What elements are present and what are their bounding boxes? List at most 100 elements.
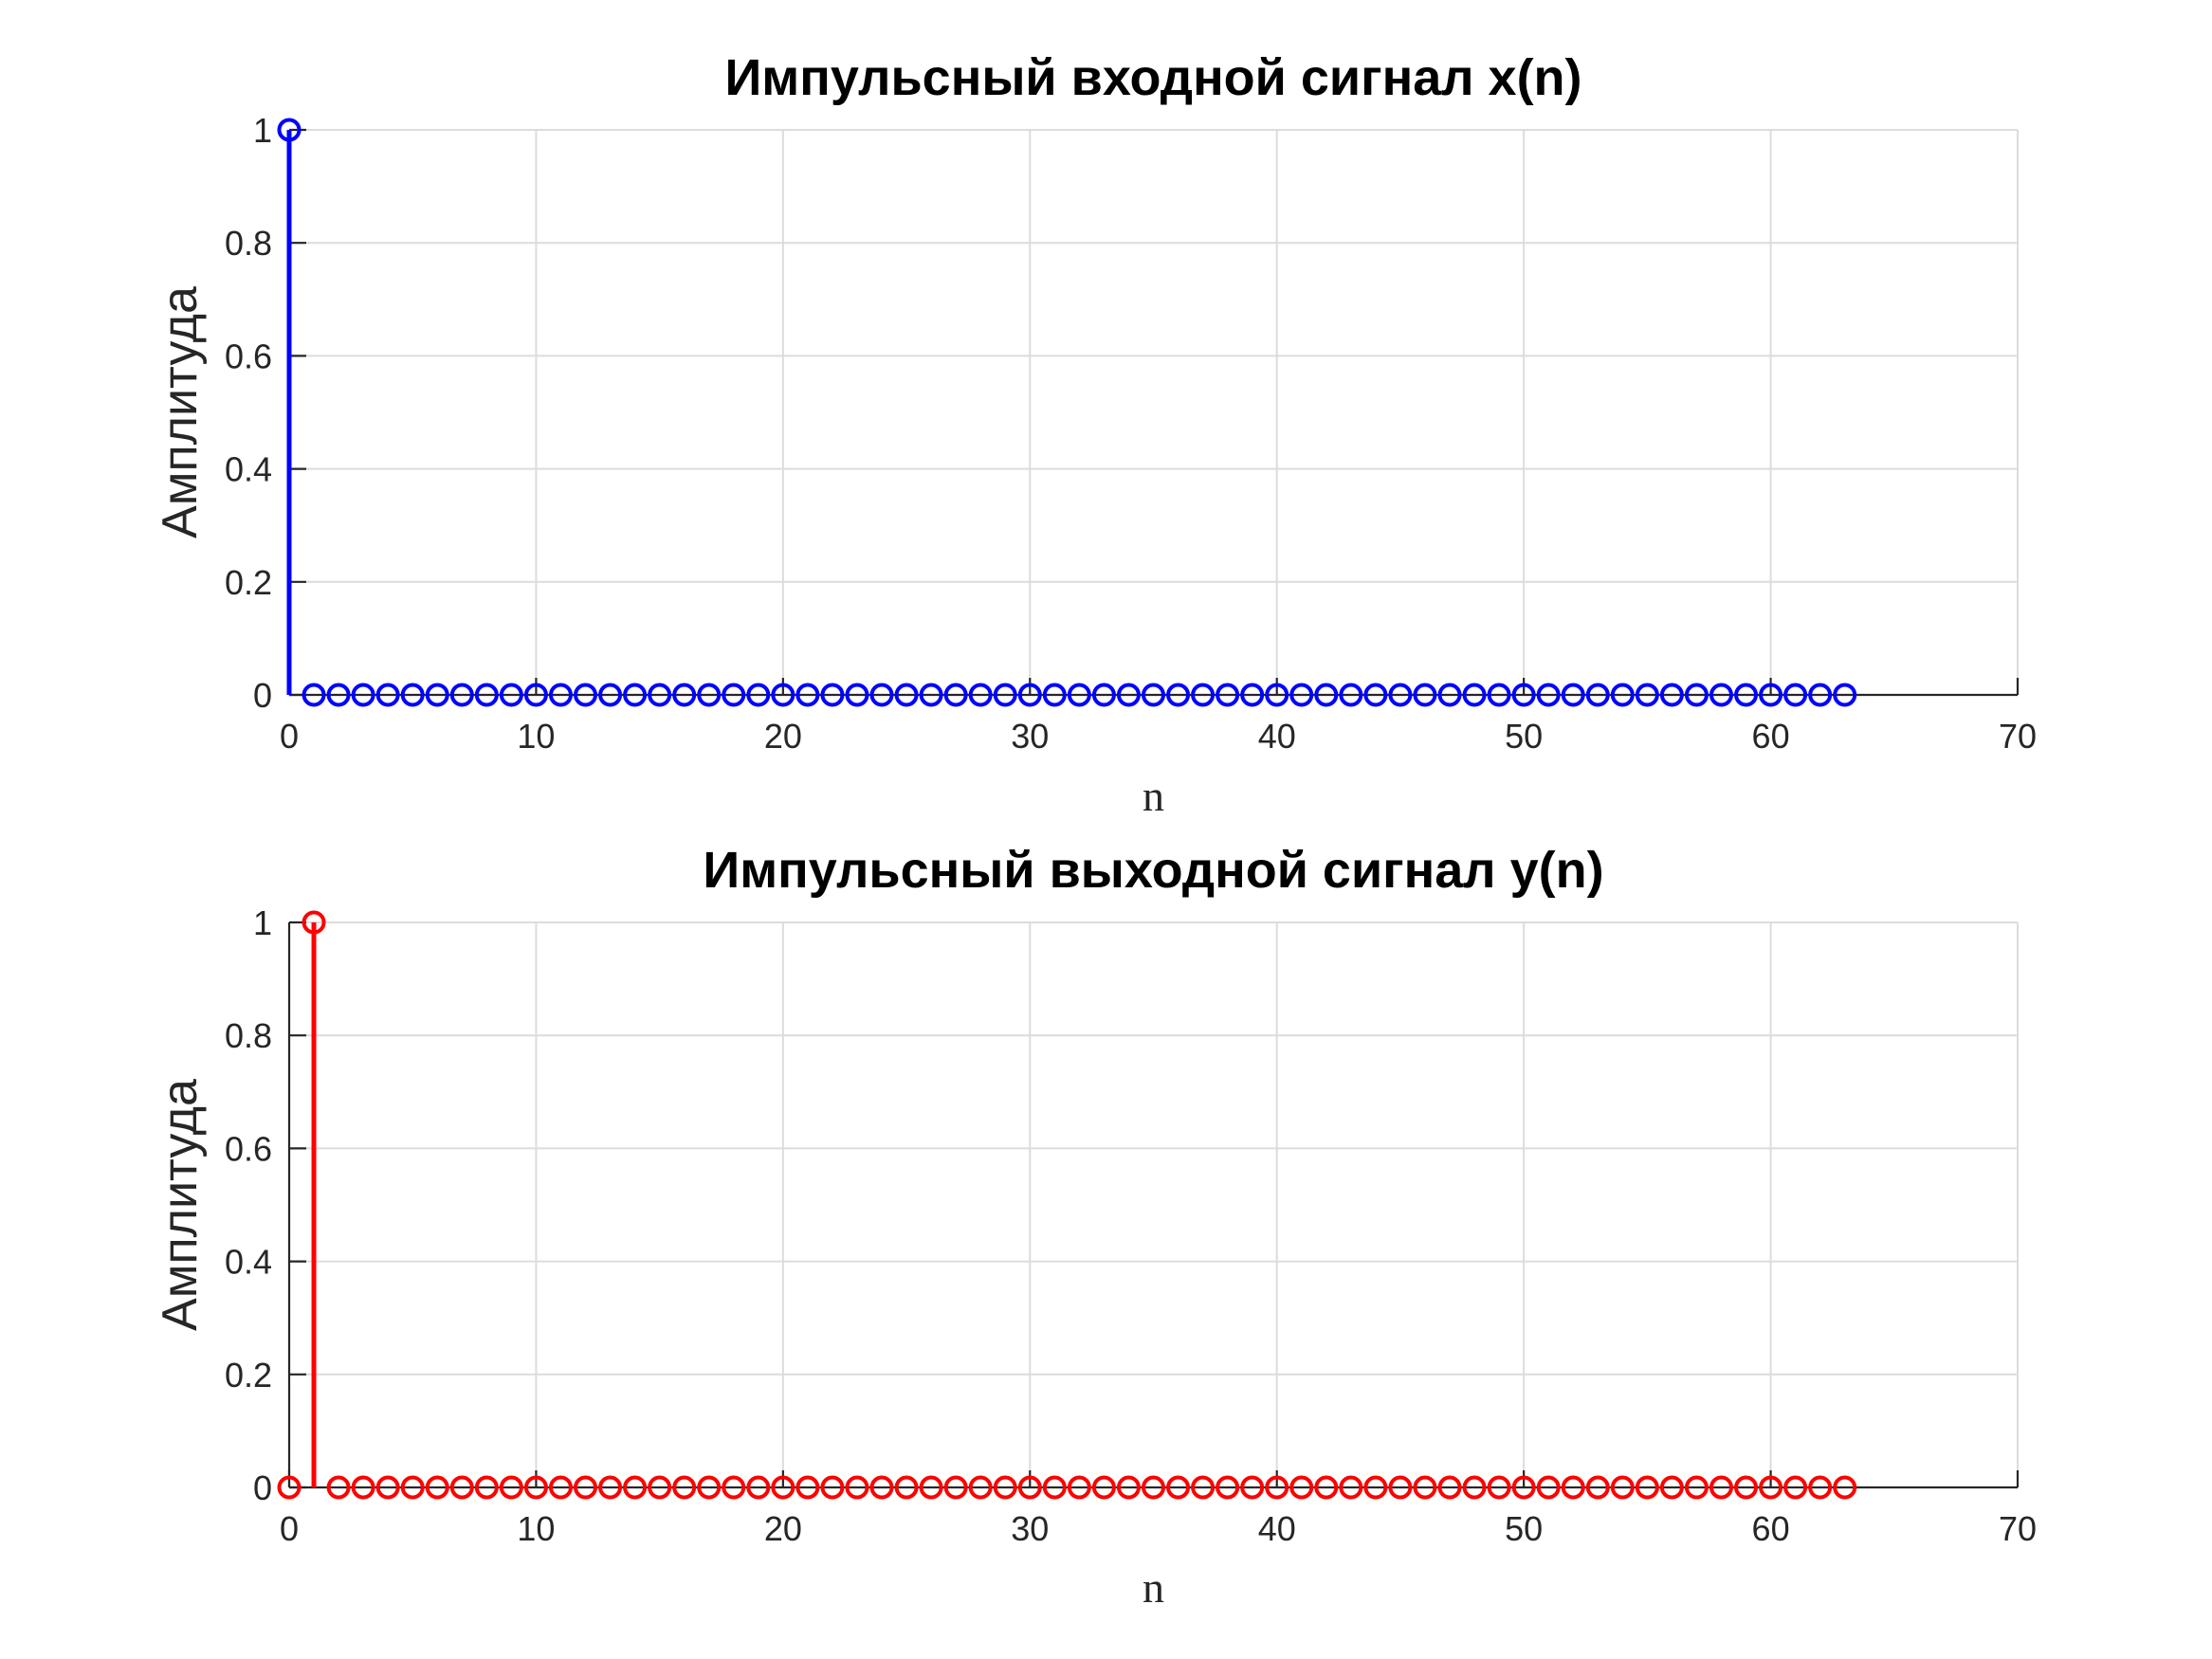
stem-marker — [1783, 1475, 1808, 1500]
y-tick-label: 0.4 — [225, 1243, 272, 1282]
stem-marker — [869, 1475, 894, 1500]
x-tick-label: 70 — [1999, 1509, 2037, 1548]
stem-marker — [499, 1475, 523, 1500]
x-tick-label: 10 — [517, 717, 555, 756]
stem-marker — [1042, 1475, 1067, 1500]
stem-marker — [499, 683, 523, 707]
stem-marker — [1314, 683, 1339, 707]
stem-marker — [598, 683, 623, 707]
x-tick-label: 40 — [1258, 717, 1296, 756]
stem-marker — [1265, 1475, 1289, 1500]
stem-marker — [1610, 683, 1635, 707]
y-tick-label: 0 — [253, 676, 272, 715]
stem-marker — [1759, 683, 1783, 707]
stem-marker — [1561, 683, 1585, 707]
x-tick-label: 60 — [1752, 1509, 1790, 1548]
stem-marker — [1734, 1475, 1759, 1500]
stem-marker — [943, 1475, 968, 1500]
stem-marker — [1808, 1475, 1833, 1500]
stem-marker — [697, 1475, 722, 1500]
stem-marker — [574, 1475, 598, 1500]
x-tick-label: 20 — [764, 1509, 802, 1548]
stem-marker — [326, 683, 351, 707]
stem-marker — [1536, 683, 1561, 707]
stem-marker — [1437, 683, 1462, 707]
y-axis-label: Амплитуда — [153, 1079, 208, 1331]
stem-marker — [1413, 1475, 1437, 1500]
stem-marker — [1659, 1475, 1684, 1500]
stem-marker — [326, 1475, 351, 1500]
stem-marker — [1091, 1475, 1116, 1500]
stem-marker — [771, 1475, 795, 1500]
stem-marker — [1166, 1475, 1191, 1500]
stem-marker — [277, 1475, 302, 1500]
stem-marker — [1142, 1475, 1165, 1500]
stem-marker — [968, 1475, 993, 1500]
y-tick-label: 0.6 — [225, 1129, 272, 1168]
stem-marker — [623, 683, 648, 707]
stem-marker — [1240, 683, 1265, 707]
stem-marker — [1413, 683, 1437, 707]
stem-marker — [869, 683, 894, 707]
stem-marker — [277, 118, 302, 142]
stem-marker — [795, 1475, 820, 1500]
stem-marker — [1339, 683, 1363, 707]
stem-marker — [1388, 1475, 1413, 1500]
stem-marker — [1142, 683, 1165, 707]
stem-marker — [523, 683, 548, 707]
stem-marker — [1067, 1475, 1091, 1500]
stem-marker — [1585, 683, 1610, 707]
stem-marker — [449, 683, 474, 707]
stem-marker — [746, 1475, 771, 1500]
stem-marker — [598, 1475, 623, 1500]
stem-marker — [1265, 683, 1289, 707]
stem-marker — [474, 683, 499, 707]
x-tick-label: 0 — [280, 717, 299, 756]
stem-marker — [1363, 1475, 1388, 1500]
subplot-1: 0 10 20 30 40 50 60 70 0 0.2 0.4 0.6 0.8 1 Импульсный … — [153, 49, 2037, 820]
stem-marker — [375, 683, 400, 707]
stem-marker — [894, 683, 919, 707]
x-tick-label: 50 — [1505, 717, 1543, 756]
stem-marker — [1289, 683, 1314, 707]
stem-marker — [648, 683, 672, 707]
y-axis-label: Амплитуда — [153, 286, 208, 538]
stem-marker — [1536, 1475, 1561, 1500]
stem-marker — [302, 910, 326, 935]
stem-marker — [351, 1475, 375, 1500]
y-tick-label: 0.6 — [225, 337, 272, 375]
stem-marker — [771, 683, 795, 707]
stem-marker — [1734, 683, 1759, 707]
stem-marker — [1709, 683, 1733, 707]
stem-marker — [1116, 1475, 1141, 1500]
x-tick-label: 0 — [280, 1509, 299, 1548]
subplot-2: 0 10 20 30 40 50 60 70 0 0.2 0.4 0.6 0.8 1 Импульсный … — [153, 842, 2037, 1612]
stem-marker — [1314, 1475, 1339, 1500]
stem-marker — [548, 1475, 573, 1500]
stem-marker — [1684, 1475, 1709, 1500]
stem-marker — [697, 683, 722, 707]
y-tick-label: 0.4 — [225, 450, 272, 489]
stem-marker — [1759, 1475, 1783, 1500]
stem-marker — [1067, 683, 1091, 707]
stem-marker — [820, 683, 845, 707]
stem-marker — [1437, 1475, 1462, 1500]
stem-marker — [1709, 1475, 1733, 1500]
x-tick-label: 50 — [1505, 1509, 1543, 1548]
x-tick-label: 10 — [517, 1509, 555, 1548]
stem-marker — [1339, 1475, 1363, 1500]
stem-marker — [1091, 683, 1116, 707]
stem-marker — [1659, 683, 1684, 707]
stem-marker — [919, 683, 943, 707]
stem-marker — [400, 683, 425, 707]
stem-marker — [845, 1475, 869, 1500]
stem-marker — [845, 683, 869, 707]
stem-marker — [449, 1475, 474, 1500]
stem-marker — [1017, 1475, 1042, 1500]
stem-marker — [375, 1475, 400, 1500]
stem-marker — [1216, 683, 1240, 707]
stem-marker — [820, 1475, 845, 1500]
stem-marker — [894, 1475, 919, 1500]
stem-marker — [672, 1475, 697, 1500]
